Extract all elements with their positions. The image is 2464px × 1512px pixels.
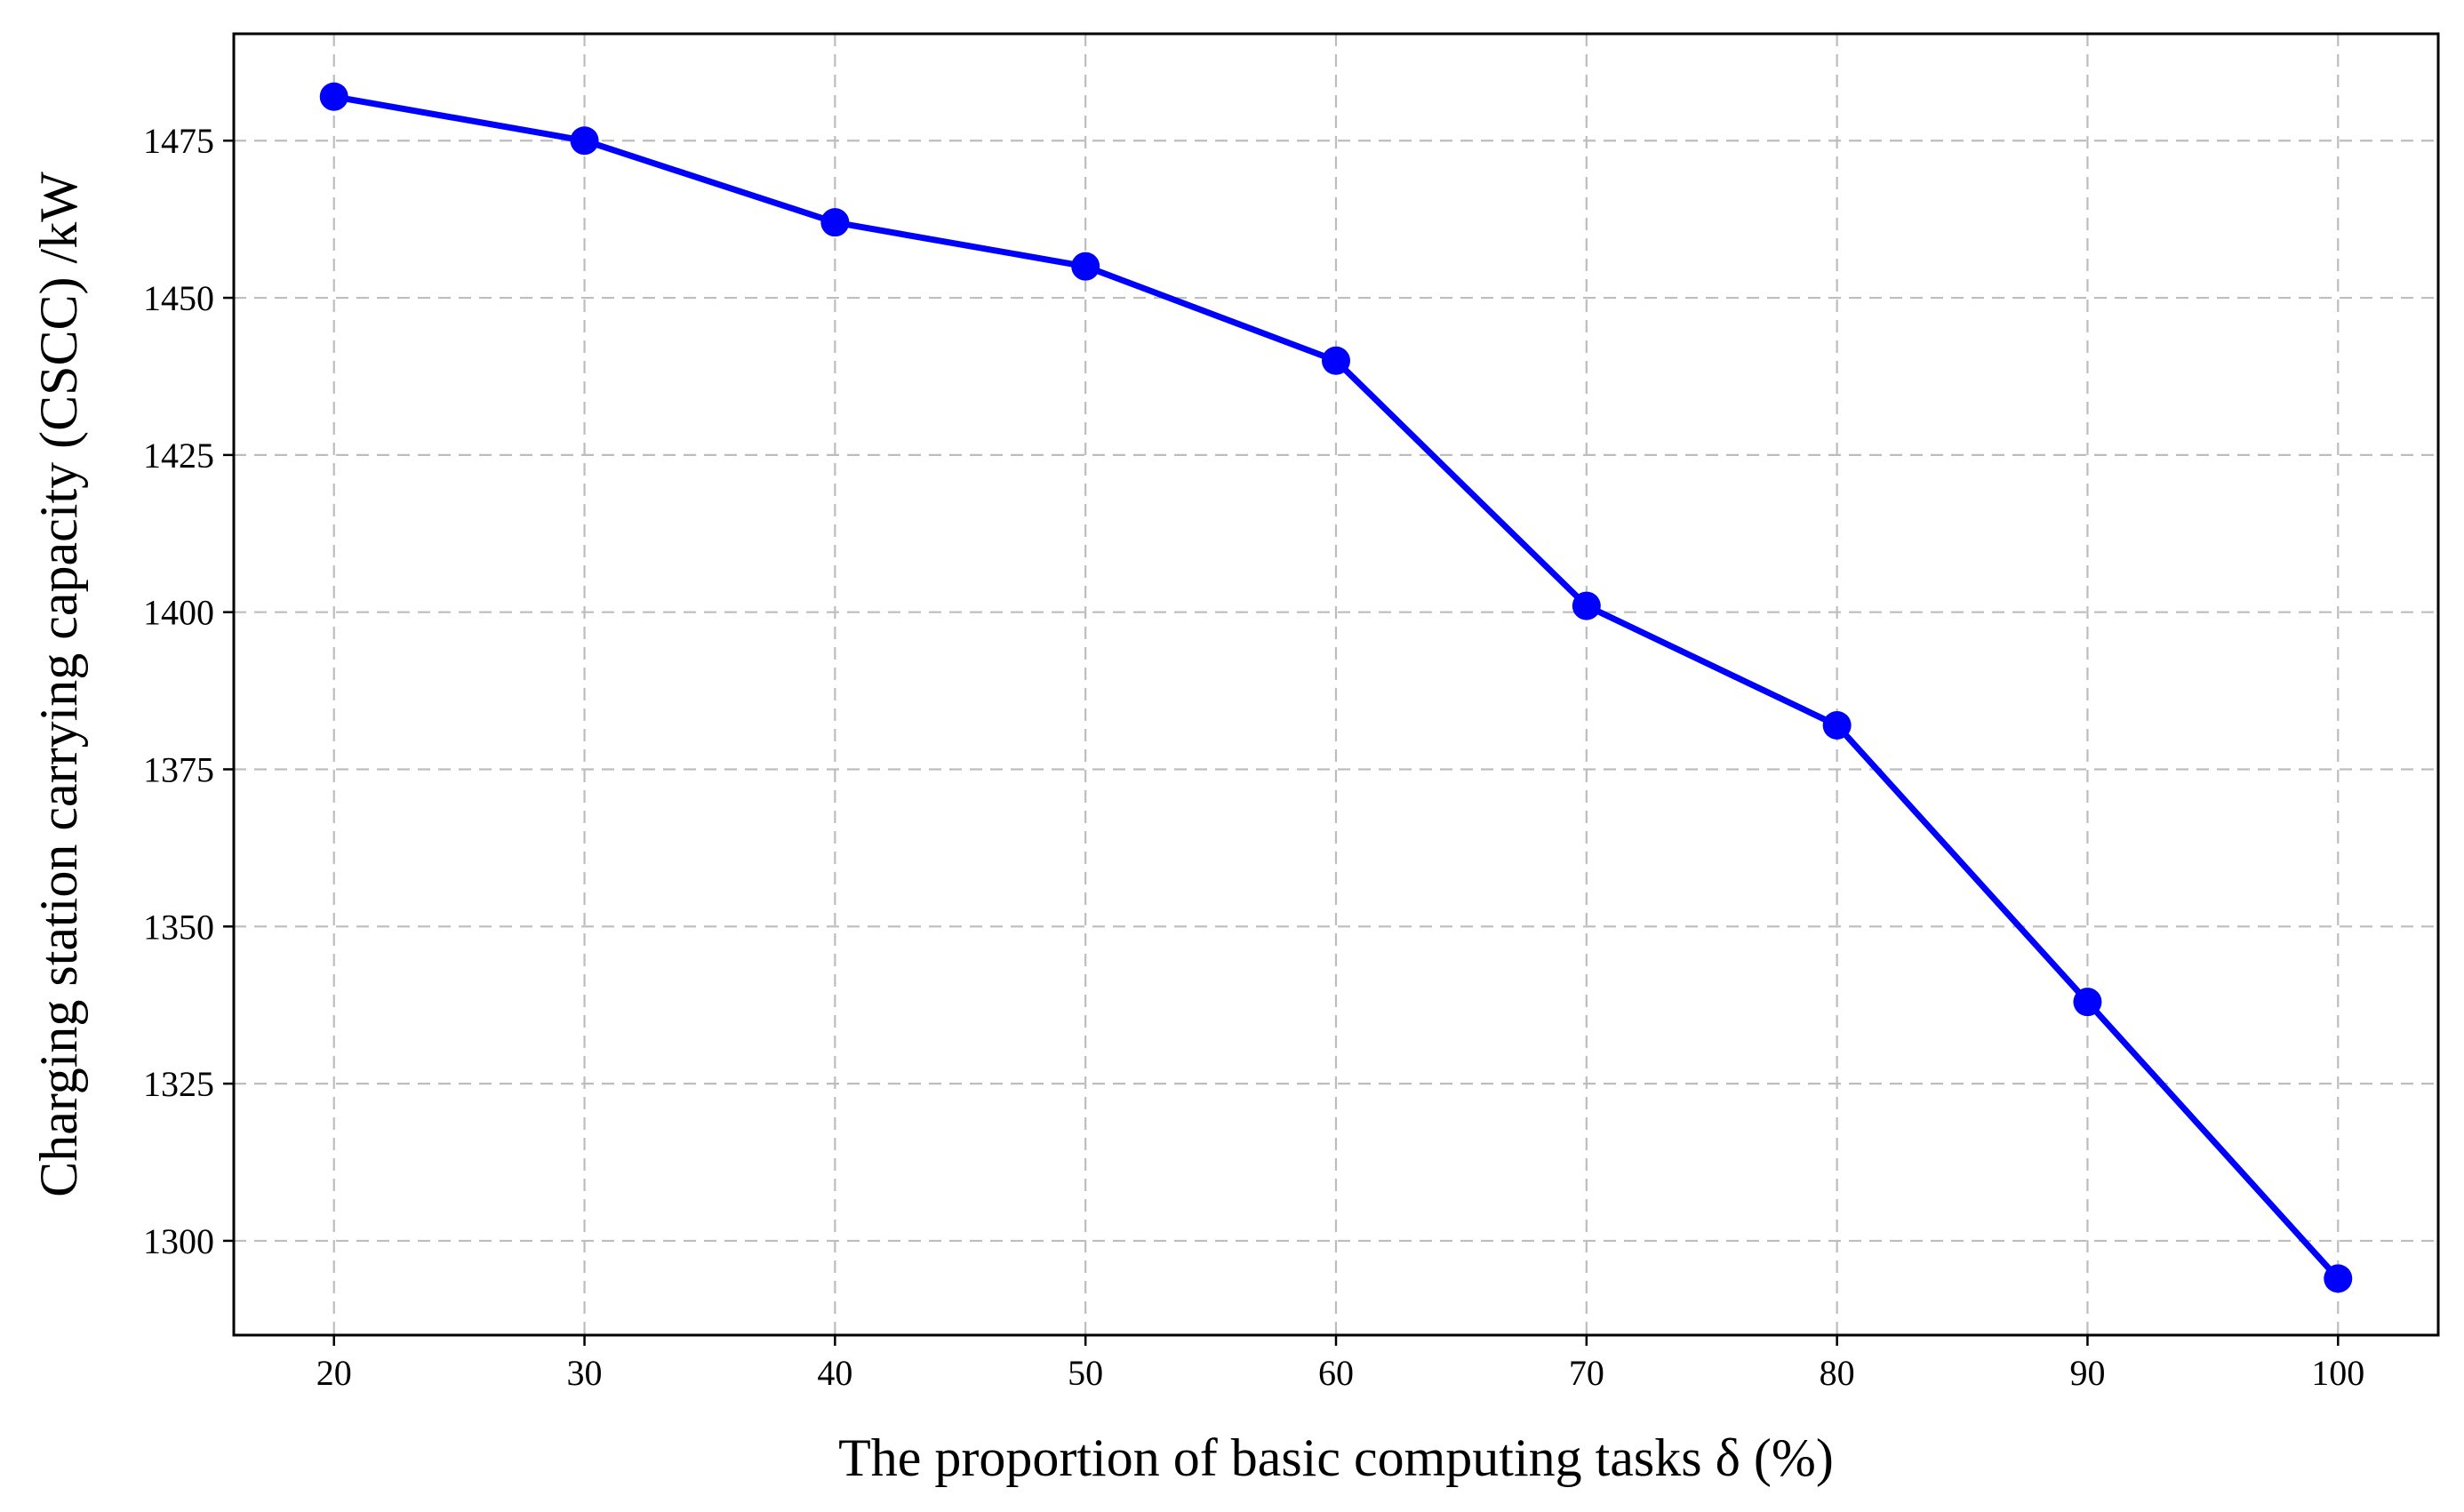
x-tick-label: 80 xyxy=(1820,1353,1855,1393)
x-tick-label: 70 xyxy=(1569,1353,1604,1393)
data-point xyxy=(1322,346,1350,375)
data-point xyxy=(1572,591,1601,620)
y-tick-label: 1425 xyxy=(143,436,214,476)
y-tick-label: 1400 xyxy=(143,593,214,633)
x-tick-label: 40 xyxy=(817,1353,852,1393)
x-tick-label: 30 xyxy=(567,1353,603,1393)
y-tick-label: 1300 xyxy=(143,1221,214,1261)
data-point xyxy=(319,82,348,111)
grid xyxy=(234,34,2438,1335)
data-point xyxy=(1822,710,1852,740)
y-tick-label: 1325 xyxy=(143,1064,214,1104)
axis-ticks: 20 30 40 50 60 70 80 90 100 1300 1325 1350 1375 1400 1… xyxy=(143,121,2364,1393)
x-tick-label: 50 xyxy=(1068,1353,1103,1393)
x-tick-label: 100 xyxy=(2311,1353,2364,1393)
x-tick-label: 90 xyxy=(2069,1353,2105,1393)
data-point xyxy=(2324,1264,2353,1293)
x-tick-label: 20 xyxy=(316,1353,352,1393)
x-axis-label: The proportion of basic computing tasks … xyxy=(838,1428,1834,1487)
data-point xyxy=(2073,988,2102,1017)
y-tick-label: 1475 xyxy=(143,121,214,161)
series-layer xyxy=(319,82,2353,1293)
data-point xyxy=(820,208,850,237)
x-tick-label: 60 xyxy=(1318,1353,1354,1393)
data-point xyxy=(570,126,599,156)
y-tick-label: 1375 xyxy=(143,749,214,789)
y-tick-label: 1450 xyxy=(143,278,214,318)
data-point xyxy=(1071,252,1100,281)
y-axis-label: Charging station carrying capacity (CSCC… xyxy=(29,172,88,1197)
y-tick-label: 1350 xyxy=(143,907,214,947)
